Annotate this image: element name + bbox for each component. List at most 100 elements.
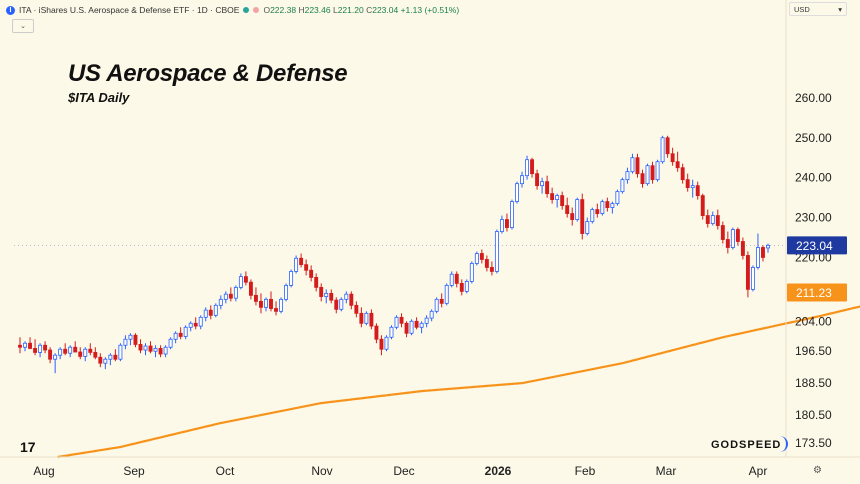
candle-body	[148, 345, 153, 352]
y-tick-label: 204.00	[795, 314, 832, 328]
candle-body	[525, 159, 529, 177]
caret-down-icon: ▾	[838, 4, 842, 14]
candle-body	[374, 325, 379, 340]
candle-body	[48, 349, 53, 360]
candle-body	[515, 183, 519, 203]
candle-body	[203, 309, 208, 318]
candle-body	[259, 300, 263, 308]
change-value: +1.13 (+0.51%)	[400, 5, 460, 15]
candle-body	[329, 292, 334, 301]
symbol-title[interactable]: ITA · iShares U.S. Aerospace & Defense E…	[19, 5, 240, 15]
candle-body	[469, 263, 474, 282]
moving-average-box	[787, 283, 847, 302]
candle-body	[670, 153, 675, 163]
candle-body	[53, 354, 58, 360]
candle-body	[660, 137, 665, 163]
candle-body	[685, 179, 690, 189]
y-tick-label: 196.50	[795, 344, 832, 358]
candle-body	[620, 179, 625, 193]
candle-body	[43, 344, 48, 351]
candle-body	[394, 316, 399, 328]
candle-body	[590, 209, 595, 222]
x-tick-label: Nov	[311, 464, 332, 478]
candle-body	[580, 199, 585, 234]
candle-body	[479, 253, 484, 260]
candle-body	[364, 312, 369, 324]
symbol-icon[interactable]: I	[6, 5, 15, 15]
candle-body	[253, 294, 258, 302]
candle-body	[444, 284, 449, 304]
candle-body	[595, 209, 600, 214]
candle-body	[640, 173, 645, 185]
candle-body	[118, 344, 123, 360]
candle-body	[570, 213, 575, 220]
candle-body	[73, 346, 78, 353]
candle-body	[615, 191, 620, 205]
candle-body	[389, 326, 394, 338]
candle-body	[610, 203, 615, 208]
candle-body	[494, 231, 499, 272]
candle-body	[33, 348, 38, 353]
candle-body	[740, 241, 745, 256]
last-price-box	[787, 236, 847, 255]
candle-body	[68, 346, 73, 354]
candle-body	[334, 299, 339, 310]
collapse-legend-button[interactable]: ⌄	[12, 19, 34, 33]
candle-body	[319, 286, 324, 297]
candle-body	[535, 173, 540, 187]
candle-body	[23, 342, 27, 348]
candle-body	[510, 201, 514, 228]
candle-body	[675, 161, 680, 169]
candle-body	[83, 348, 88, 357]
candle-body	[585, 221, 590, 234]
candle-body	[168, 338, 173, 348]
close-value: 223.04	[372, 5, 399, 15]
y-tick-label: 180.50	[795, 408, 832, 422]
gear-icon[interactable]: ⚙	[813, 465, 822, 476]
x-tick-label: 2026	[485, 464, 512, 478]
candle-body	[98, 356, 103, 364]
moving-average-line	[57, 305, 860, 459]
candle-body	[173, 332, 178, 340]
candle-body	[93, 352, 98, 358]
candle-body	[474, 253, 479, 264]
candle-body	[78, 351, 83, 357]
candle-body	[108, 354, 113, 360]
candle-body	[88, 348, 93, 353]
candle-body	[158, 348, 163, 355]
tradingview-logo-icon[interactable]: 17	[20, 439, 36, 455]
candle-body	[233, 286, 238, 299]
candle-body	[655, 161, 660, 181]
candles-layer	[18, 135, 770, 374]
candle-body	[730, 229, 735, 248]
candle-body	[264, 298, 268, 308]
x-tick-label: Sep	[123, 464, 145, 478]
currency-selector[interactable]: USD ▾	[789, 2, 847, 16]
candle-body	[369, 312, 374, 327]
candle-body	[560, 195, 565, 206]
candle-body	[314, 277, 319, 288]
candle-body	[720, 225, 725, 240]
candle-body	[143, 345, 148, 351]
candle-body	[635, 157, 640, 175]
candle-body	[484, 259, 489, 268]
candle-body	[600, 201, 605, 214]
last-price-label: 223.04	[796, 239, 833, 253]
candle-body	[761, 247, 765, 258]
candle-body	[520, 175, 524, 185]
candle-body	[339, 298, 344, 310]
candle-body	[299, 257, 304, 266]
candle-body	[715, 215, 720, 226]
candle-body	[344, 293, 349, 300]
candle-body	[178, 332, 183, 337]
y-tick-label: 250.00	[795, 131, 832, 145]
candle-body	[238, 276, 243, 288]
candle-body	[449, 273, 454, 286]
candle-body	[38, 344, 43, 353]
candle-body	[399, 316, 404, 324]
candle-body	[625, 171, 630, 181]
candle-body	[504, 219, 509, 228]
candle-body	[128, 334, 133, 340]
candle-body	[123, 338, 128, 346]
